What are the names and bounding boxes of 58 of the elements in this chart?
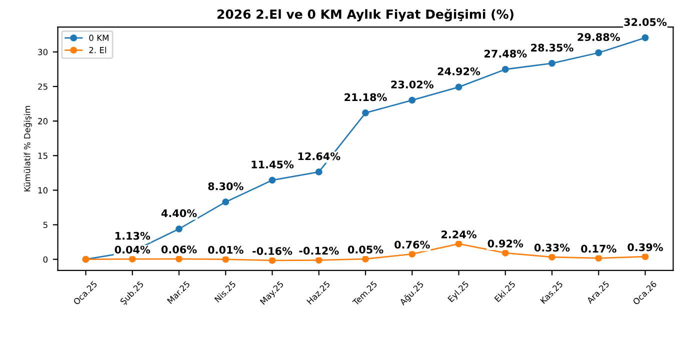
point [408, 96, 416, 104]
y-tick-label: 5 [43, 222, 48, 228]
point [176, 225, 182, 232]
point [502, 66, 509, 73]
point [455, 240, 462, 248]
data-label: 2.24% [441, 230, 476, 238]
data-label: 11.45% [252, 160, 294, 168]
data-label: 0.39% [628, 243, 663, 252]
legend-label: 2. El [89, 46, 106, 54]
data-label: 21.18% [344, 93, 387, 102]
chart-title: 2026 2.El ve 0 KM Aylık Fiyat Değişimi (%) [217, 8, 514, 22]
point [362, 109, 369, 116]
data-label: 0.17% [581, 244, 616, 253]
point [268, 256, 276, 264]
point [595, 254, 602, 262]
y-tick-label: 10 [38, 187, 48, 194]
data-label: 27.48% [484, 50, 527, 58]
point [315, 256, 322, 264]
point [315, 168, 322, 176]
data-label: 1.13% [116, 232, 150, 240]
data-label: 0.04% [114, 246, 150, 254]
point [455, 84, 462, 91]
y-tick-label: 30 [38, 48, 48, 56]
data-label: -0.12% [299, 246, 339, 255]
data-label: 0.33% [534, 244, 570, 252]
data-label: 8.30% [208, 182, 244, 190]
data-label: 29.88% [578, 33, 620, 42]
point [642, 253, 649, 260]
data-label: -0.16% [252, 247, 292, 255]
data-label: 12.64% [298, 152, 340, 160]
point [222, 198, 230, 206]
point [128, 256, 136, 263]
point [408, 250, 416, 258]
data-label: 23.02% [391, 80, 434, 88]
point [548, 254, 556, 261]
legend-label: 0 KM [89, 34, 108, 41]
data-label: 0.05% [348, 246, 384, 254]
point [222, 256, 230, 263]
data-label: 28.35% [531, 44, 574, 52]
y-tick-label: 25 [38, 83, 48, 90]
point [362, 256, 369, 262]
data-label: 24.92% [438, 67, 480, 76]
point [642, 34, 649, 42]
data-label: 32.05% [624, 18, 667, 26]
y-tick-label: 0 [43, 256, 48, 263]
data-label: 0.01% [208, 246, 244, 254]
point [595, 49, 602, 56]
data-label: 0.76% [394, 240, 430, 249]
point [268, 176, 276, 184]
point [548, 60, 556, 67]
y-tick-label: 20 [38, 118, 48, 124]
data-label: 0.92% [488, 240, 524, 248]
data-label: 0.06% [161, 246, 197, 254]
y-axis-title: Kümülatif % Değişim [24, 106, 32, 192]
y-tick-label: 15 [38, 152, 48, 159]
point [502, 250, 509, 256]
data-label: 4.40% [161, 209, 197, 218]
point [176, 255, 182, 262]
